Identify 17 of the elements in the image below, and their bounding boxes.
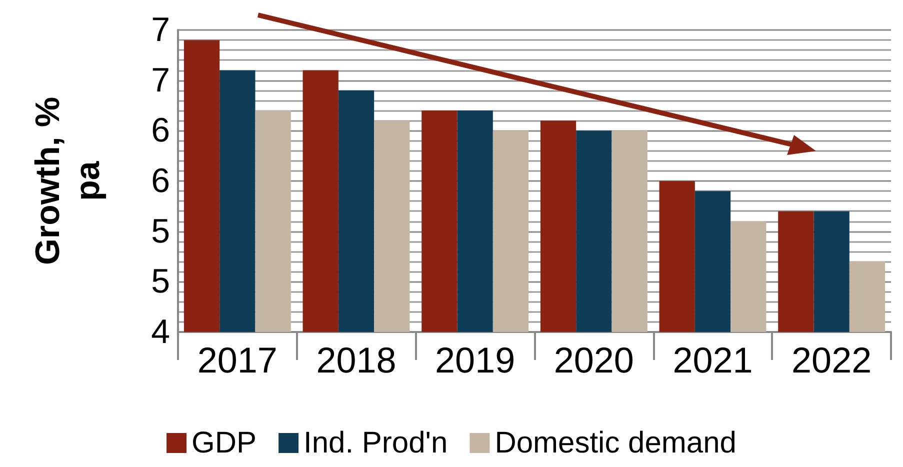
- legend-label: Ind. Prod'n: [304, 426, 448, 460]
- y-tick-label: 6: [151, 162, 170, 200]
- legend-label: GDP: [192, 426, 257, 460]
- y-tick-label: 4: [151, 313, 170, 351]
- x-tick-label: 2017: [197, 340, 278, 380]
- x-tick-label: 2019: [435, 340, 516, 380]
- y-tick-label: 5: [151, 262, 170, 301]
- x-tick-label: 2020: [554, 340, 634, 380]
- y-axis-title: Growth, % pa: [29, 96, 107, 266]
- x-tick-label: 2018: [316, 340, 396, 380]
- y-tick-label: 7: [151, 61, 170, 100]
- y-tick-label: 6: [151, 112, 170, 150]
- y-tick-label: 7: [151, 11, 170, 49]
- legend-label: Domestic demand: [494, 426, 736, 460]
- y-tick-label: 5: [151, 212, 170, 250]
- x-tick-label: 2022: [792, 340, 872, 380]
- x-tick-label: 2021: [672, 340, 753, 380]
